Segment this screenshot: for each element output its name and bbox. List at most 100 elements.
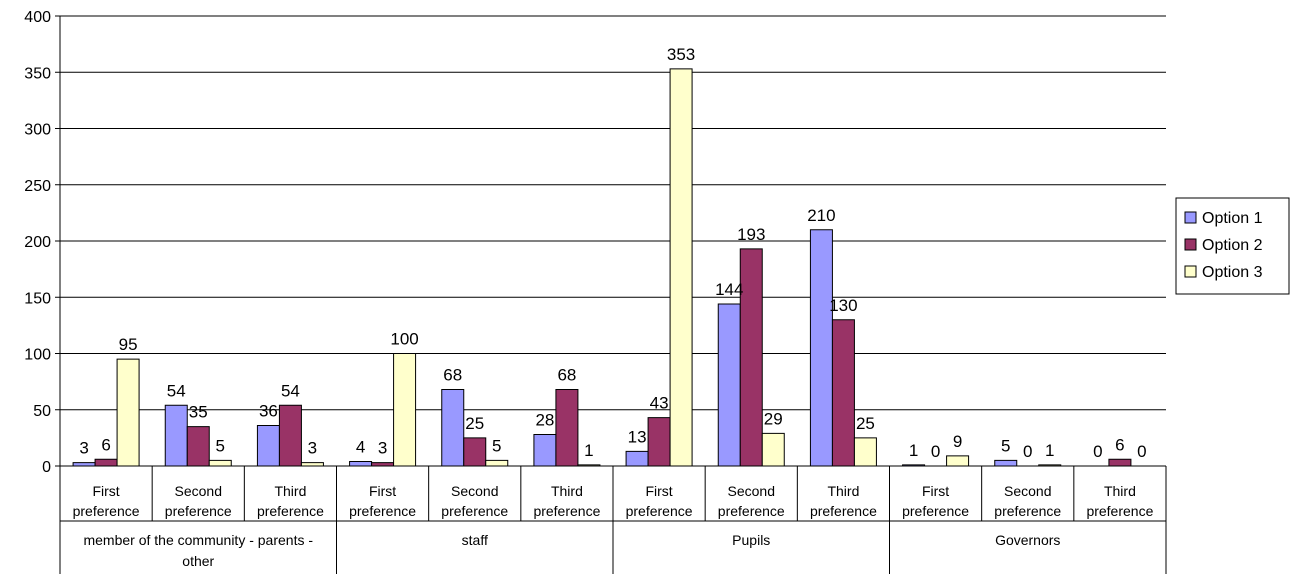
data-label: 0	[931, 442, 940, 461]
bar	[739, 248, 763, 467]
bar	[853, 437, 877, 467]
category-label-line1: Second	[1004, 483, 1051, 499]
bar	[946, 455, 970, 467]
data-label: 35	[189, 403, 208, 422]
category-label-line1: Third	[827, 483, 859, 499]
bar	[441, 389, 465, 467]
y-tick-label: 0	[42, 459, 51, 476]
category-label-line1: First	[645, 483, 672, 499]
category-label-line2: preference	[902, 503, 969, 519]
category-label-line1: Second	[451, 483, 498, 499]
data-label: 28	[535, 411, 554, 430]
data-label: 25	[465, 414, 484, 433]
bar	[485, 459, 509, 467]
bar	[994, 459, 1018, 467]
category-label-line2: preference	[257, 503, 324, 519]
category-label-line1: Third	[1104, 483, 1136, 499]
data-label: 1	[909, 441, 918, 460]
y-tick-label: 200	[24, 234, 51, 251]
bar	[1108, 458, 1132, 467]
bar	[717, 303, 741, 467]
data-label: 5	[492, 436, 501, 455]
y-tick-label: 50	[33, 403, 51, 420]
data-label: 0	[1137, 442, 1146, 461]
data-label: 3	[79, 439, 88, 458]
y-tick-label: 350	[24, 65, 51, 82]
category-label-line2: preference	[349, 503, 416, 519]
y-tick-label: 100	[24, 347, 51, 364]
category-label-line2: preference	[626, 503, 693, 519]
bar	[809, 229, 833, 467]
category-label-line1: First	[92, 483, 119, 499]
legend-entry: Option 2	[1202, 237, 1263, 254]
bar	[256, 425, 280, 467]
y-axis-tick-labels: 0 50 100 150 200 250 300 350 400	[24, 9, 51, 476]
data-label: 130	[829, 296, 857, 315]
data-label: 193	[737, 225, 765, 244]
bar	[625, 450, 649, 467]
data-label: 54	[167, 381, 186, 400]
bar	[278, 404, 302, 467]
data-label: 5	[1001, 436, 1010, 455]
group-label: Governors	[995, 532, 1060, 548]
data-label: 0	[1093, 442, 1102, 461]
legend-swatch	[1184, 238, 1197, 251]
bar	[555, 389, 579, 467]
data-label: 1	[584, 441, 593, 460]
data-label: 0	[1023, 442, 1032, 461]
category-label-line1: Third	[274, 483, 306, 499]
axes	[55, 15, 1167, 574]
category-label-line2: preference	[73, 503, 140, 519]
data-label: 144	[715, 280, 743, 299]
data-label: 43	[650, 394, 669, 413]
data-label: 68	[557, 366, 576, 385]
bar	[116, 358, 140, 467]
data-label: 4	[356, 438, 365, 457]
bar	[208, 459, 232, 467]
data-label: 25	[856, 414, 875, 433]
group-label: other	[182, 553, 214, 569]
category-label-line1: Second	[175, 483, 222, 499]
data-label: 1	[1045, 441, 1054, 460]
category-label-line2: preference	[441, 503, 508, 519]
data-label: 100	[390, 330, 418, 349]
bar	[393, 353, 417, 467]
data-label: 29	[764, 409, 783, 428]
bar	[186, 426, 210, 467]
data-label: 36	[259, 402, 278, 421]
data-label: 5	[216, 436, 225, 455]
data-label: 6	[1115, 435, 1124, 454]
bar	[164, 404, 188, 467]
y-tick-label: 150	[24, 290, 51, 307]
category-label-line2: preference	[718, 503, 785, 519]
data-label: 68	[443, 366, 462, 385]
category-label-line2: preference	[1086, 503, 1153, 519]
grid-lines	[60, 15, 1166, 411]
category-label-line1: First	[922, 483, 949, 499]
data-label: 54	[281, 381, 300, 400]
legend-swatch	[1184, 265, 1197, 278]
bar	[300, 462, 324, 467]
bar	[463, 437, 487, 467]
data-label: 9	[953, 432, 962, 451]
data-label: 353	[667, 45, 695, 64]
bar	[647, 417, 671, 467]
y-tick-label: 400	[24, 9, 51, 26]
bar	[371, 462, 395, 467]
category-label-line1: First	[369, 483, 396, 499]
data-label: 3	[308, 439, 317, 458]
data-label: 6	[101, 435, 110, 454]
legend-entry: Option 1	[1202, 210, 1263, 227]
bar	[669, 68, 693, 467]
bar	[349, 461, 373, 467]
legend: Option 1 Option 2 Option 3	[1175, 197, 1290, 295]
data-label: 95	[119, 335, 138, 354]
category-label-line2: preference	[533, 503, 600, 519]
category-label-line2: preference	[810, 503, 877, 519]
legend-entry: Option 3	[1202, 264, 1263, 281]
y-tick-label: 250	[24, 178, 51, 195]
bar	[72, 462, 96, 467]
group-label: staff	[462, 532, 488, 548]
